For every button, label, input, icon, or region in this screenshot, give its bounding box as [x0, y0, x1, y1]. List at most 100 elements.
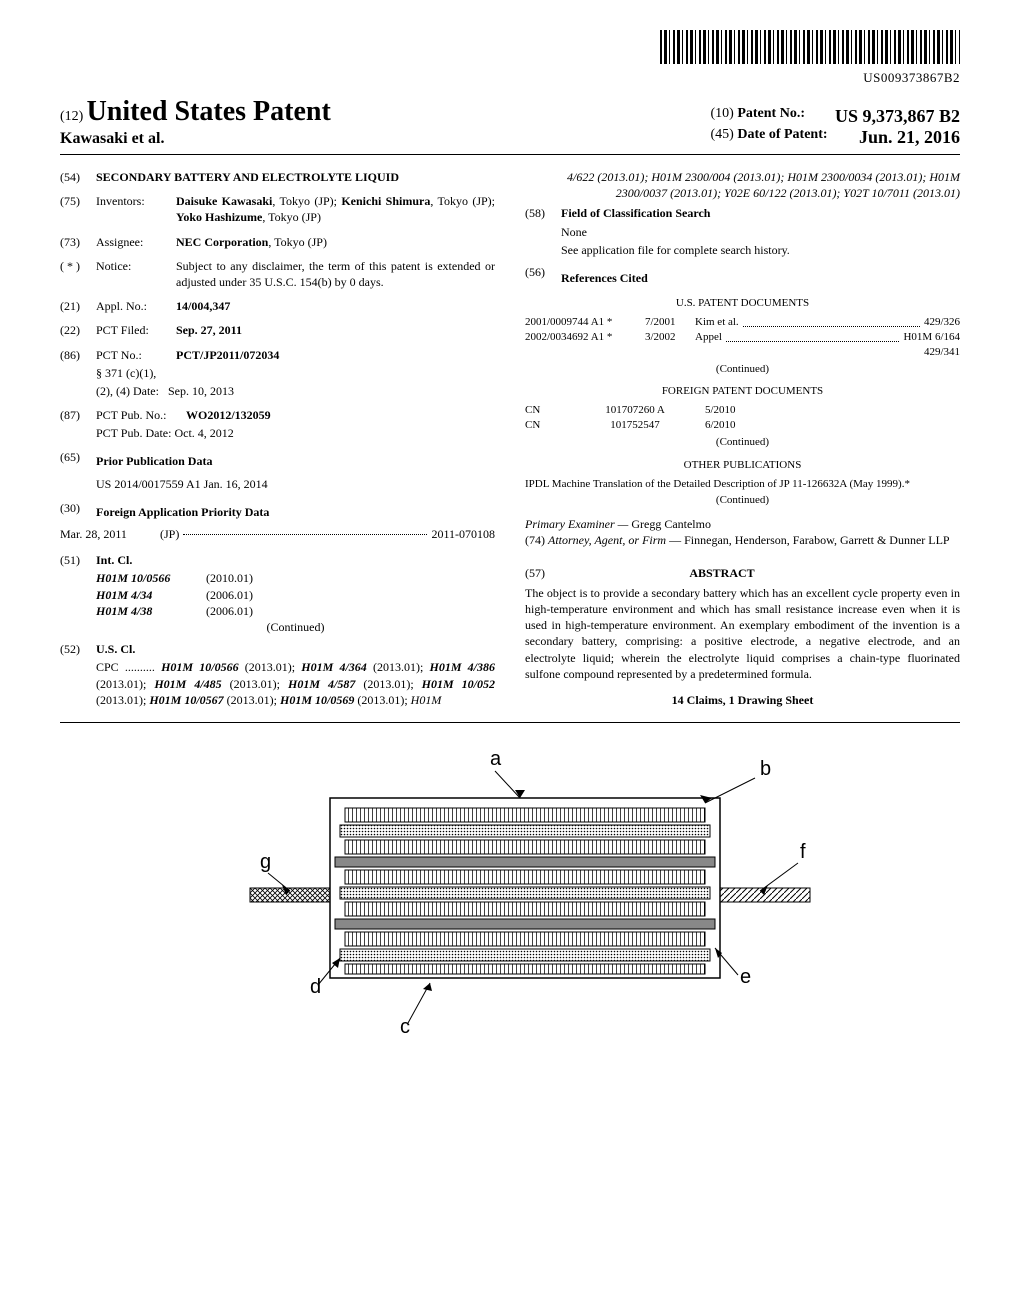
- notice-label: Notice:: [96, 258, 176, 290]
- fpref-1-date: 6/2010: [705, 418, 736, 433]
- fpref-1-cc: CN: [525, 418, 565, 433]
- us-patents-head: U.S. PATENT DOCUMENTS: [525, 296, 960, 311]
- code-21: (21): [60, 298, 96, 314]
- usref-1-date: 3/2002: [645, 330, 695, 345]
- code-51: (51): [60, 552, 96, 568]
- usref-0-date: 7/2001: [645, 315, 695, 330]
- intcl-2-year: (2006.01): [206, 603, 253, 619]
- label-g: g: [260, 851, 271, 873]
- pctno-value: PCT/JP2011/072034: [176, 347, 495, 363]
- fpref-0-date: 5/2010: [705, 403, 736, 418]
- layer-stack: [335, 808, 715, 974]
- abstract-body: The object is to provide a secondary bat…: [525, 585, 960, 682]
- header-row: (12) United States Patent Kawasaki et al…: [60, 96, 960, 155]
- code-12: (12): [60, 109, 83, 124]
- label-b: b: [760, 758, 771, 780]
- usref-1-num: 2002/0034692 A1 *: [525, 330, 645, 345]
- code-52: (52): [60, 641, 96, 657]
- code-75: (75): [60, 193, 96, 225]
- inventors-label: Inventors:: [96, 193, 176, 225]
- foreign-priority-head: Foreign Application Priority Data: [96, 504, 495, 520]
- header-right: (10) Patent No.: US 9,373,867 B2 (45) Da…: [711, 106, 961, 148]
- patent-no: US 9,373,867 B2: [835, 106, 960, 127]
- body-columns: (54) SECONDARY BATTERY AND ELECTROLYTE L…: [60, 169, 960, 723]
- applno-value: 14/004,347: [176, 298, 495, 314]
- cpc-body: CPC .......... H01M 10/0566 (2013.01); H…: [96, 659, 495, 708]
- date-of-patent: Jun. 21, 2016: [859, 127, 960, 148]
- right-column: 4/622 (2013.01); H01M 2300/004 (2013.01)…: [525, 169, 960, 708]
- usref-0-num: 2001/0009744 A1 *: [525, 315, 645, 330]
- cpc-label: CPC ..........: [96, 660, 155, 674]
- prior-pub-head: Prior Publication Data: [96, 453, 495, 469]
- usref-1-cls2: 429/341: [924, 345, 960, 360]
- foreign-patents-head: FOREIGN PATENT DOCUMENTS: [525, 384, 960, 399]
- fpref-1-num: 101752547: [565, 418, 705, 433]
- barcode-block: US009373867B2: [60, 30, 960, 86]
- fpref-0-num: 101707260 A: [565, 403, 705, 418]
- header-left: (12) United States Patent Kawasaki et al…: [60, 96, 331, 148]
- dots-icon: [743, 312, 920, 327]
- patent-no-label: Patent No.:: [737, 106, 805, 121]
- code-57: (57): [525, 566, 545, 580]
- intcl-continued: (Continued): [96, 619, 495, 635]
- intcl-2-class: H01M 4/38: [96, 603, 206, 619]
- references-head: References Cited: [561, 270, 960, 286]
- code-58: (58): [525, 205, 561, 221]
- s371-date-value: Sep. 10, 2013: [168, 384, 234, 398]
- label-c: c: [400, 1016, 410, 1038]
- pctfiled-label: PCT Filed:: [96, 322, 176, 338]
- continued-1: (Continued): [525, 362, 960, 377]
- cpc-continuation: 4/622 (2013.01); H01M 2300/004 (2013.01)…: [525, 169, 960, 201]
- examiner-name: Gregg Cantelmo: [631, 517, 711, 531]
- intcl-0-year: (2010.01): [206, 570, 253, 586]
- pctpubdate-label: PCT Pub. Date:: [96, 426, 171, 440]
- code-73: (73): [60, 234, 96, 250]
- assignee-label: Assignee:: [96, 234, 176, 250]
- focs-label: Field of Classification Search: [561, 205, 960, 221]
- date-of-patent-label: Date of Patent:: [737, 127, 827, 142]
- focs-note: See application file for complete search…: [561, 242, 960, 258]
- invention-title: SECONDARY BATTERY AND ELECTROLYTE LIQUID: [96, 169, 495, 185]
- pctpubno-value: WO2012/132059: [186, 407, 495, 423]
- intcl-1-class: H01M 4/34: [96, 587, 206, 603]
- usref-1-cls: H01M 6/164: [903, 330, 960, 345]
- code-notice: ( * ): [60, 258, 96, 290]
- pctpubdate-value: Oct. 4, 2012: [174, 426, 233, 440]
- other-pubs-head: OTHER PUBLICATIONS: [525, 458, 960, 473]
- code-45: (45): [711, 127, 734, 142]
- continued-2: (Continued): [525, 435, 960, 450]
- dots-icon: [183, 534, 427, 535]
- notice-body: Subject to any disclaimer, the term of t…: [176, 258, 495, 290]
- pctpubno-label: PCT Pub. No.:: [96, 407, 186, 423]
- pctno-label: PCT No.:: [96, 347, 176, 363]
- label-e: e: [740, 966, 751, 988]
- uscl-label: U.S. Cl.: [96, 641, 495, 657]
- usref-0-cls: 429/326: [924, 315, 960, 330]
- examiner-label: Primary Examiner —: [525, 517, 631, 531]
- code-65: (65): [60, 449, 96, 473]
- battery-diagram: a b g f d e c: [160, 743, 860, 1043]
- prior-pub-line: US 2014/0017559 A1 Jan. 16, 2014: [96, 476, 495, 492]
- label-f: f: [800, 841, 806, 863]
- code-30: (30): [60, 500, 96, 524]
- patent-figure: a b g f d e c: [60, 743, 960, 1047]
- s371-line: § 371 (c)(1),: [96, 365, 495, 381]
- pctfiled-value: Sep. 27, 2011: [176, 322, 495, 338]
- continued-3: (Continued): [525, 493, 960, 508]
- abstract-head: ABSTRACT: [548, 565, 896, 581]
- label-d: d: [310, 976, 321, 998]
- s371-date-label: (2), (4) Date:: [96, 384, 159, 398]
- intcl-0-class: H01M 10/0566: [96, 570, 206, 586]
- assignee-body: NEC Corporation, Tokyo (JP): [176, 234, 495, 250]
- claims-line: 14 Claims, 1 Drawing Sheet: [525, 692, 960, 708]
- code-56: (56): [525, 264, 561, 292]
- code-22: (22): [60, 322, 96, 338]
- attorney-name: Finnegan, Henderson, Farabow, Garrett & …: [684, 533, 950, 547]
- label-a: a: [490, 748, 502, 770]
- fp-cc: (JP): [160, 526, 179, 542]
- top-doc-number: US009373867B2: [60, 70, 960, 86]
- code-86: (86): [60, 347, 96, 363]
- usref-1-who: Appel: [695, 330, 722, 345]
- applno-label: Appl. No.:: [96, 298, 176, 314]
- code-54: (54): [60, 169, 96, 185]
